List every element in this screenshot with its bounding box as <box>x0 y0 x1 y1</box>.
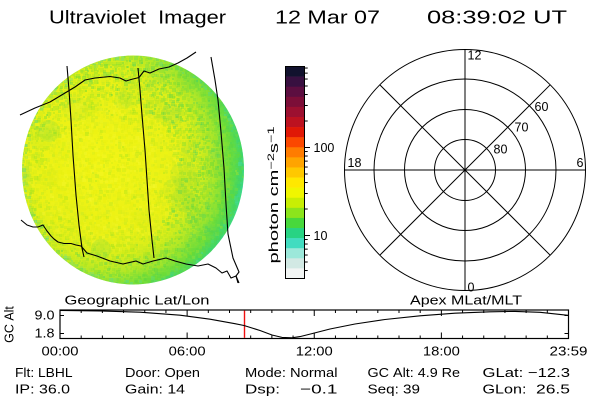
svg-text:Ultraviolet Imager: Ultraviolet Imager <box>49 8 226 28</box>
svg-text:Flt: LBHL: Flt: LBHL <box>15 365 73 380</box>
svg-text:photon cm−2s−1: photon cm−2s−1 <box>266 127 281 264</box>
svg-text:18:00: 18:00 <box>423 345 460 359</box>
svg-text:60: 60 <box>535 100 549 114</box>
svg-text:100: 100 <box>314 141 335 155</box>
svg-text:06:00: 06:00 <box>169 345 206 359</box>
svg-text:26.5: 26.5 <box>536 382 570 397</box>
svg-text:00:00: 00:00 <box>42 345 79 359</box>
svg-text:GC Alt: GC Alt <box>3 306 17 343</box>
svg-text:0: 0 <box>468 280 475 294</box>
svg-text:Gain: 14: Gain: 14 <box>125 382 185 397</box>
svg-text:9.0: 9.0 <box>35 309 55 323</box>
svg-text:Geographic Lat/Lon: Geographic Lat/Lon <box>65 294 210 308</box>
svg-text:12: 12 <box>468 49 482 63</box>
svg-text:18: 18 <box>348 156 362 170</box>
svg-text:GLon:: GLon: <box>483 382 527 397</box>
svg-text:Apex MLat/MLT: Apex MLat/MLT <box>410 294 522 308</box>
svg-text:1.8: 1.8 <box>35 327 55 341</box>
svg-text:GC Alt: 4.9 Re: GC Alt: 4.9 Re <box>368 365 461 380</box>
svg-text:Dsp:: Dsp: <box>245 382 280 397</box>
svg-text:70: 70 <box>515 121 529 135</box>
svg-text:23:59: 23:59 <box>550 345 588 359</box>
svg-text:Door: Open: Door: Open <box>125 365 200 380</box>
svg-text:08:39:02 UT: 08:39:02 UT <box>427 8 567 28</box>
svg-text:80: 80 <box>494 143 508 157</box>
svg-text:10: 10 <box>314 229 328 243</box>
svg-text:IP: 36.0: IP: 36.0 <box>15 382 70 397</box>
svg-text:Seq: 39: Seq: 39 <box>368 382 421 397</box>
svg-text:−0.1: −0.1 <box>300 382 338 397</box>
svg-text:12:00: 12:00 <box>296 345 333 359</box>
svg-text:GLat: −12.3: GLat: −12.3 <box>483 365 571 380</box>
svg-text:12 Mar 07: 12 Mar 07 <box>275 8 380 28</box>
svg-text:6: 6 <box>577 156 584 170</box>
svg-text:Mode: Normal: Mode: Normal <box>245 365 338 380</box>
